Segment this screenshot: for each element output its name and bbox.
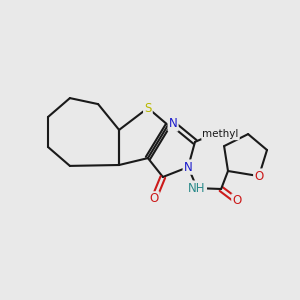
Text: O: O [149,192,158,206]
Text: N: N [184,160,193,174]
Text: methyl: methyl [202,129,239,139]
Text: O: O [254,169,263,183]
Text: N: N [169,117,178,130]
Text: NH: NH [188,182,206,195]
Text: S: S [144,101,152,115]
Text: O: O [232,194,242,208]
